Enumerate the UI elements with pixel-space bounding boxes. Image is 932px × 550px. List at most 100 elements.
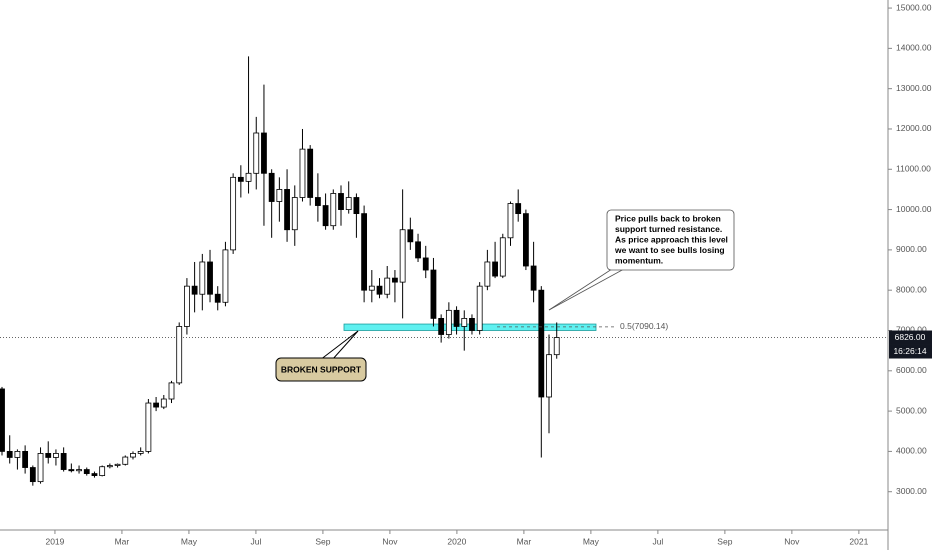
note-box [606, 209, 735, 271]
candle-body [461, 318, 468, 327]
callout-pointer [319, 330, 359, 361]
candle-body [230, 176, 237, 251]
candle-body [314, 197, 321, 206]
x-tick-label: Nov [784, 536, 800, 546]
y-tick-label: 10000.00 [896, 204, 932, 214]
note-line: momentum. [615, 255, 663, 265]
candle-body [530, 265, 537, 291]
candle-body [415, 241, 421, 259]
callout-box [275, 357, 367, 382]
candle-body [476, 285, 483, 331]
x-tick-label: Mar [115, 536, 130, 546]
countdown-label: 16:26:14 [893, 346, 926, 356]
last-price-box [889, 330, 932, 345]
candle-body [291, 197, 298, 231]
candle-body [153, 402, 159, 408]
candle-body [83, 469, 90, 474]
candle-body [407, 229, 414, 243]
last-price-label: 6826.00 [895, 332, 926, 342]
candle-body [299, 148, 306, 198]
candle-body [137, 451, 144, 454]
candle-body [499, 237, 506, 277]
note-line: support turned resistance. [615, 224, 722, 234]
x-tick-label: Sep [717, 536, 732, 546]
candle-body [122, 456, 129, 465]
candle-body [546, 354, 552, 398]
candle-body [430, 269, 437, 319]
x-tick-label: Jul [652, 536, 663, 546]
candle-body [214, 293, 221, 303]
candle-body [284, 189, 290, 231]
candle-body [91, 473, 98, 476]
candle-body [191, 285, 198, 295]
candle-body [6, 451, 13, 458]
candle-body [130, 453, 136, 458]
candle-body [376, 285, 383, 295]
candle-body [160, 398, 167, 408]
candle-body [445, 309, 452, 335]
candle-body [392, 277, 398, 283]
callout-text: BROKEN SUPPORT [281, 364, 362, 374]
y-tick-label: 15000.00 [896, 2, 932, 12]
candle-body [0, 388, 5, 452]
y-tick-label: 5000.00 [896, 405, 927, 415]
candle-body [492, 261, 498, 277]
candle-body [353, 197, 360, 215]
candle-body [199, 261, 206, 295]
candle-body [184, 285, 190, 327]
x-tick-label: May [181, 536, 198, 546]
y-tick-label: 6000.00 [896, 365, 927, 375]
candle-body [176, 326, 183, 384]
candle-body [222, 249, 229, 303]
candle-body [553, 337, 560, 356]
candle-body [14, 451, 21, 458]
candle-body [37, 453, 44, 483]
candle-body [330, 193, 337, 227]
candle-body [361, 213, 368, 291]
candle-body [106, 465, 113, 468]
candle-body [384, 277, 391, 295]
candle-body [60, 453, 67, 470]
candle-body [522, 213, 529, 267]
y-tick-label: 13000.00 [896, 83, 932, 93]
y-tick-label: 11000.00 [896, 164, 931, 174]
candle-body [515, 203, 522, 215]
x-tick-label: Jul [250, 536, 261, 546]
candle-body [438, 318, 445, 335]
candle-body [538, 289, 545, 398]
candle-body [145, 402, 152, 452]
y-tick-label: 9000.00 [896, 244, 927, 254]
candle-body [399, 229, 406, 283]
candle-body [245, 172, 252, 182]
candle-body [22, 451, 29, 468]
candle-body [368, 285, 375, 291]
candle-body [422, 257, 429, 271]
note-line: Price pulls back to broken [615, 213, 721, 223]
candle-body [261, 132, 267, 174]
y-tick-label: 3000.00 [896, 486, 927, 496]
candle-body [345, 197, 352, 210]
x-tick-label: Sep [315, 536, 330, 546]
candle-body [338, 193, 344, 210]
y-tick-label: 7000.00 [896, 325, 927, 335]
candle-body [99, 466, 106, 476]
candle-body [76, 469, 82, 472]
candle-body [469, 318, 475, 331]
candle-body [268, 172, 275, 202]
candle-body [45, 453, 52, 458]
candle-body [114, 463, 121, 466]
candle-body [507, 203, 514, 239]
candle-body [453, 309, 460, 327]
candle-body [29, 467, 36, 483]
x-tick-label: 2021 [849, 536, 868, 546]
fib-label: 0.5(7090.14) [620, 321, 668, 331]
x-tick-label: May [583, 536, 600, 546]
note-line: we want to see bulls losing [614, 245, 725, 255]
y-tick-label: 8000.00 [896, 284, 927, 294]
note-line: As price approach this level [615, 234, 728, 244]
x-tick-label: Mar [517, 536, 532, 546]
countdown-box [889, 344, 932, 359]
candle-body [253, 132, 260, 174]
candle-body [68, 469, 75, 472]
